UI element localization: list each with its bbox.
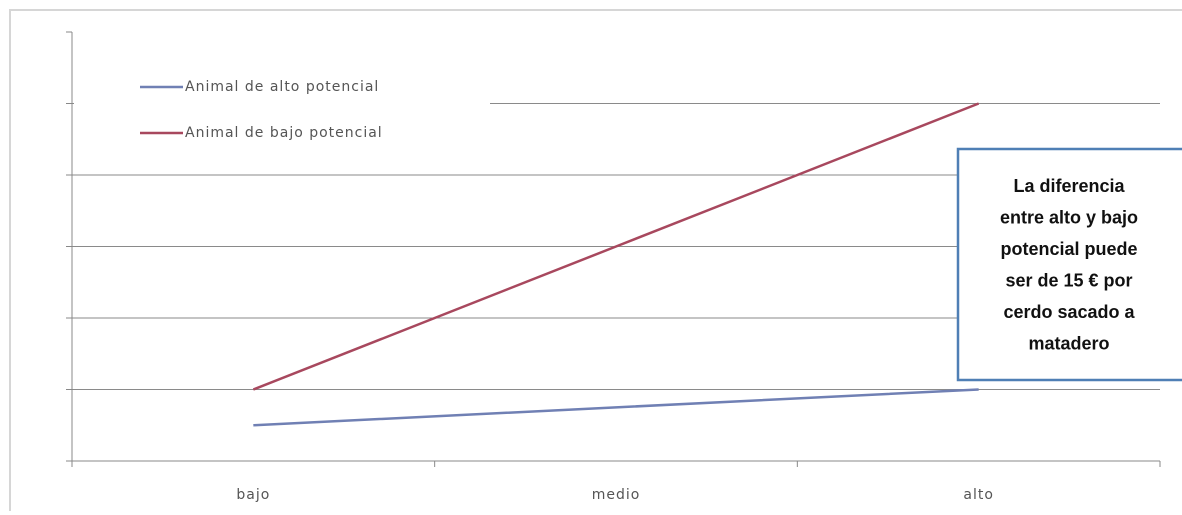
annotation-text: matadero	[1028, 333, 1109, 353]
annotation-text: La diferencia	[1013, 176, 1125, 196]
chart-frame	[9, 9, 1182, 515]
x-tick-label: alto	[963, 487, 994, 503]
series-line	[252, 102, 980, 391]
annotation-text: potencial puede	[1000, 239, 1137, 259]
annotation-box	[956, 147, 1182, 382]
legend-label: Animal de bajo potencial	[185, 125, 383, 141]
series-line	[253, 388, 979, 427]
x-tick-label: medio	[592, 487, 641, 503]
legend-box	[74, 62, 490, 162]
annotation-text: entre alto y bajo	[1000, 207, 1138, 227]
annotation-text: cerdo sacado a	[1003, 302, 1135, 322]
x-tick-label: bajo	[236, 487, 270, 503]
annotation-text: ser de 15 € por	[1005, 270, 1132, 290]
legend-label: Animal de alto potencial	[185, 79, 379, 95]
